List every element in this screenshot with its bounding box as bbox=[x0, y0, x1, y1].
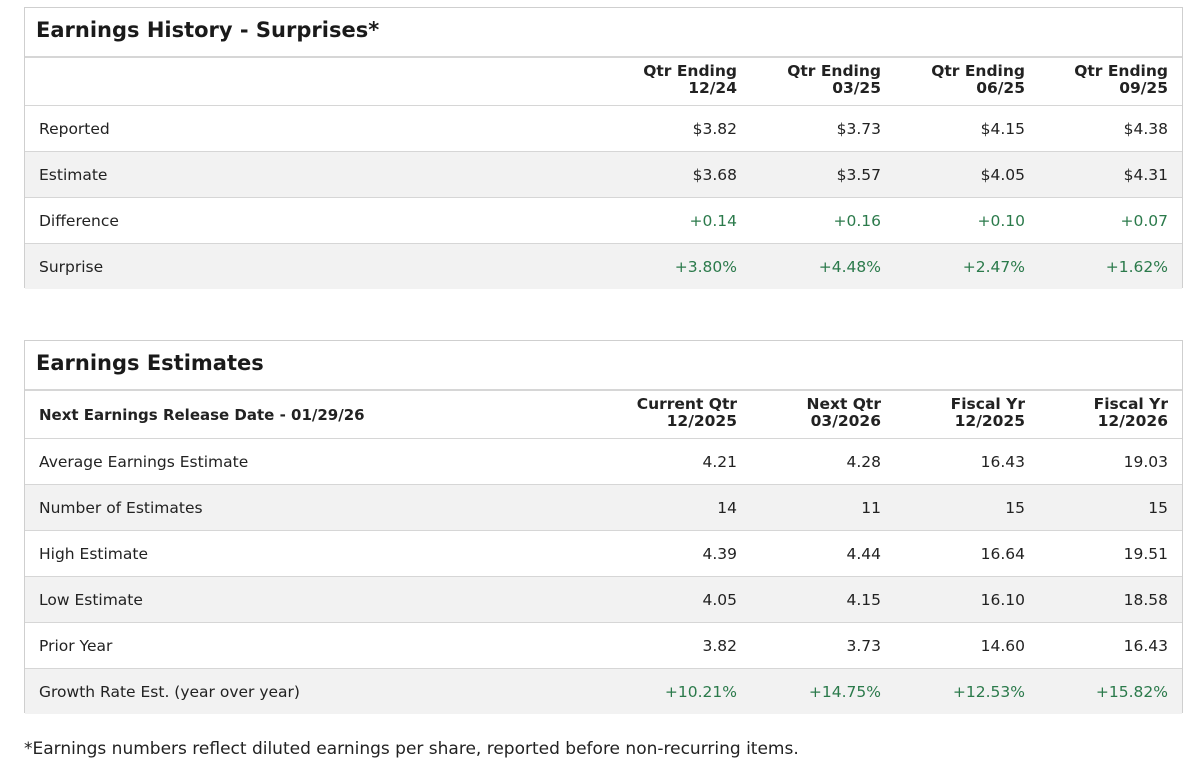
column-header-line: Current Qtr bbox=[636, 395, 737, 413]
table-row: Prior Year 3.82 3.73 14.60 16.43 bbox=[25, 622, 1182, 668]
header-row: Qtr Ending 12/24 Qtr Ending 03/25 Qtr Ending… bbox=[25, 56, 1182, 105]
column-header-line: Qtr Ending bbox=[1074, 62, 1168, 80]
value-cell: 16.43 bbox=[1123, 636, 1168, 655]
row-label: Reported bbox=[39, 119, 110, 138]
column-header-line: Qtr Ending bbox=[787, 62, 881, 80]
table-row: Difference +0.14 +0.16 +0.10 +0.07 bbox=[25, 197, 1182, 243]
value-cell: 4.28 bbox=[846, 452, 881, 471]
value-cell: 4.15 bbox=[846, 590, 881, 609]
value-cell: $4.31 bbox=[1123, 165, 1168, 184]
value-cell: 16.64 bbox=[980, 544, 1025, 563]
value-cell: 19.51 bbox=[1123, 544, 1168, 563]
value-cell: 16.10 bbox=[980, 590, 1025, 609]
row-label: Difference bbox=[39, 211, 119, 230]
row-label: Average Earnings Estimate bbox=[39, 452, 249, 471]
row-label: Number of Estimates bbox=[39, 498, 203, 517]
footnote: *Earnings numbers reflect diluted earnin… bbox=[24, 739, 799, 759]
value-cell: 14.60 bbox=[980, 636, 1025, 655]
value-cell: 11 bbox=[861, 498, 881, 517]
value-cell: $3.57 bbox=[836, 165, 881, 184]
column-header-line: Next Qtr bbox=[806, 395, 881, 413]
value-cell: +15.82% bbox=[1095, 682, 1168, 701]
column-header: Qtr Ending 09/25 bbox=[1028, 63, 1168, 97]
value-cell: $3.68 bbox=[692, 165, 737, 184]
value-cell: +0.10 bbox=[977, 211, 1026, 230]
table-row: Growth Rate Est. (year over year) +10.21%… bbox=[25, 668, 1182, 714]
column-header: Next Qtr 03/2026 bbox=[741, 396, 881, 430]
table-row: Low Estimate 4.05 4.15 16.10 18.58 bbox=[25, 576, 1182, 622]
value-cell: 15 bbox=[1005, 498, 1025, 517]
row-label: High Estimate bbox=[39, 544, 149, 563]
value-cell: +1.62% bbox=[1105, 257, 1168, 276]
column-header-line: Qtr Ending bbox=[931, 62, 1025, 80]
value-cell: 18.58 bbox=[1123, 590, 1168, 609]
value-cell: +0.16 bbox=[833, 211, 882, 230]
column-header: Fiscal Yr 12/2026 bbox=[1028, 396, 1168, 430]
column-header-line: Fiscal Yr bbox=[950, 395, 1025, 413]
table-row: Number of Estimates 14 11 15 15 bbox=[25, 484, 1182, 530]
column-header: Qtr Ending 03/25 bbox=[741, 63, 881, 97]
column-header-line: 12/2025 bbox=[666, 412, 737, 430]
earnings-estimates-table: Earnings Estimates Next Earnings Release … bbox=[24, 340, 1183, 714]
table-row: Average Earnings Estimate 4.21 4.28 16.43 19… bbox=[25, 438, 1182, 484]
value-cell: +3.80% bbox=[674, 257, 737, 276]
column-header-line: 12/2026 bbox=[1097, 412, 1168, 430]
table-row: Reported $3.82 $3.73 $4.15 $4.38 bbox=[25, 105, 1182, 151]
column-header: Current Qtr 12/2025 bbox=[597, 396, 737, 430]
row-label: Growth Rate Est. (year over year) bbox=[39, 682, 300, 701]
column-header-line: Qtr Ending bbox=[643, 62, 737, 80]
value-cell: +10.21% bbox=[664, 682, 737, 701]
row-label: Estimate bbox=[39, 165, 108, 184]
row-label: Low Estimate bbox=[39, 590, 143, 609]
next-release-date: Next Earnings Release Date - 01/29/26 bbox=[39, 405, 365, 424]
value-cell: 4.39 bbox=[702, 544, 737, 563]
value-cell: $4.15 bbox=[980, 119, 1025, 138]
table-title: Earnings History - Surprises* bbox=[36, 18, 380, 42]
value-cell: 3.73 bbox=[846, 636, 881, 655]
table-title: Earnings Estimates bbox=[36, 351, 264, 375]
column-header-line: 03/25 bbox=[832, 79, 881, 97]
value-cell: +2.47% bbox=[962, 257, 1025, 276]
value-cell: $3.82 bbox=[692, 119, 737, 138]
column-header-line: 12/24 bbox=[688, 79, 737, 97]
column-header-line: 03/2026 bbox=[810, 412, 881, 430]
column-header: Qtr Ending 06/25 bbox=[885, 63, 1025, 97]
value-cell: $4.05 bbox=[980, 165, 1025, 184]
value-cell: 3.82 bbox=[702, 636, 737, 655]
value-cell: +12.53% bbox=[952, 682, 1025, 701]
value-cell: 4.44 bbox=[846, 544, 881, 563]
value-cell: 4.21 bbox=[702, 452, 737, 471]
value-cell: 4.05 bbox=[702, 590, 737, 609]
column-header-line: Fiscal Yr bbox=[1093, 395, 1168, 413]
value-cell: $3.73 bbox=[836, 119, 881, 138]
row-label: Prior Year bbox=[39, 636, 113, 655]
value-cell: 19.03 bbox=[1123, 452, 1168, 471]
value-cell: +14.75% bbox=[808, 682, 881, 701]
value-cell: +4.48% bbox=[818, 257, 881, 276]
value-cell: $4.38 bbox=[1123, 119, 1168, 138]
column-header-line: 09/25 bbox=[1119, 79, 1168, 97]
table-row: Estimate $3.68 $3.57 $4.05 $4.31 bbox=[25, 151, 1182, 197]
row-label: Surprise bbox=[39, 257, 104, 276]
column-header: Fiscal Yr 12/2025 bbox=[885, 396, 1025, 430]
value-cell: 15 bbox=[1148, 498, 1168, 517]
value-cell: 14 bbox=[717, 498, 737, 517]
earnings-history-table: Earnings History - Surprises* Qtr Ending 1… bbox=[24, 7, 1183, 289]
column-header-line: 06/25 bbox=[976, 79, 1025, 97]
column-header-line: 12/2025 bbox=[954, 412, 1025, 430]
value-cell: 16.43 bbox=[980, 452, 1025, 471]
table-row: Surprise +3.80% +4.48% +2.47% +1.62% bbox=[25, 243, 1182, 289]
table-row: High Estimate 4.39 4.44 16.64 19.51 bbox=[25, 530, 1182, 576]
header-row: Next Earnings Release Date - 01/29/26 Cur… bbox=[25, 389, 1182, 438]
value-cell: +0.07 bbox=[1120, 211, 1169, 230]
column-header: Qtr Ending 12/24 bbox=[597, 63, 737, 97]
value-cell: +0.14 bbox=[689, 211, 738, 230]
